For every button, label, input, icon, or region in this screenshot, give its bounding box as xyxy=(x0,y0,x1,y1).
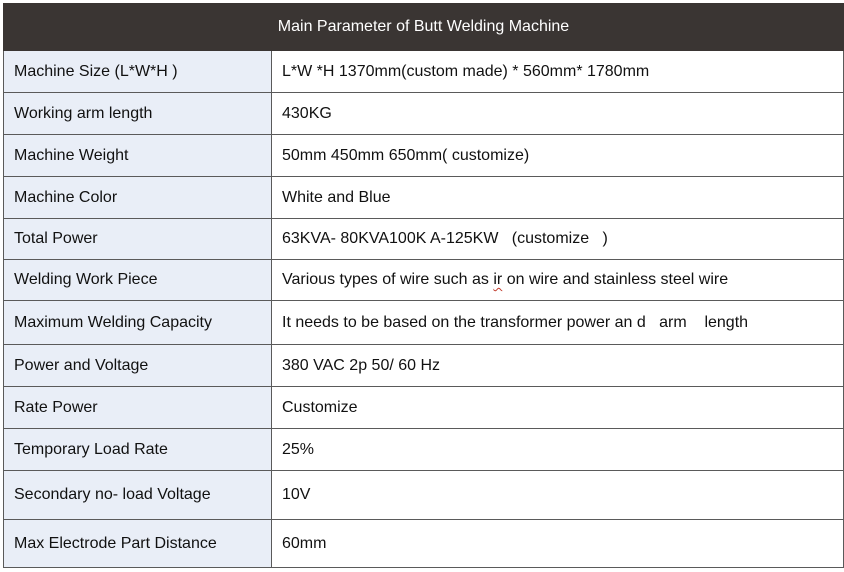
table-title: Main Parameter of Butt Welding Machine xyxy=(3,3,844,51)
table-row: Max Electrode Part Distance 60mm xyxy=(3,519,844,568)
value-text-part: on wire and stainless steel wire xyxy=(502,271,729,288)
row-value: 60mm xyxy=(271,519,844,568)
row-value: White and Blue xyxy=(271,176,844,219)
table-row: Machine Size (L*W*H ) L*W *H 1370mm(cust… xyxy=(3,50,844,93)
table-row: Total Power 63KVA- 80KVA100K A-125KW (cu… xyxy=(3,218,844,260)
row-label: Maximum Welding Capacity xyxy=(3,300,272,345)
table-row: Machine Color White and Blue xyxy=(3,176,844,219)
row-value: Customize xyxy=(271,386,844,429)
spellcheck-underlined-text: ir xyxy=(493,271,503,288)
row-value: 63KVA- 80KVA100K A-125KW (customize ) xyxy=(271,218,844,260)
row-value: 430KG xyxy=(271,92,844,135)
row-label: Welding Work Piece xyxy=(3,259,272,301)
row-label: Max Electrode Part Distance xyxy=(3,519,272,568)
row-value: Various types of wire such as ir on wire… xyxy=(271,259,844,301)
row-value: 50mm 450mm 650mm( customize) xyxy=(271,134,844,177)
row-value: 380 VAC 2p 50/ 60 Hz xyxy=(271,344,844,387)
table-row: Welding Work Piece Various types of wire… xyxy=(3,259,844,301)
row-label: Secondary no- load Voltage xyxy=(3,470,272,520)
row-label: Working arm length xyxy=(3,92,272,135)
row-label: Machine Weight xyxy=(3,134,272,177)
row-label: Total Power xyxy=(3,218,272,260)
row-label: Rate Power xyxy=(3,386,272,429)
table-row: Machine Weight 50mm 450mm 650mm( customi… xyxy=(3,134,844,177)
row-value: 10V xyxy=(271,470,844,520)
row-value: 25% xyxy=(271,428,844,471)
row-value: It needs to be based on the transformer … xyxy=(271,300,844,345)
table-row: Temporary Load Rate 25% xyxy=(3,428,844,471)
table-row: Rate Power Customize xyxy=(3,386,844,429)
row-label: Power and Voltage xyxy=(3,344,272,387)
parameter-table: Main Parameter of Butt Welding Machine M… xyxy=(3,3,844,568)
row-label: Machine Size (L*W*H ) xyxy=(3,50,272,93)
row-value: L*W *H 1370mm(custom made) * 560mm* 1780… xyxy=(271,50,844,93)
row-label: Machine Color xyxy=(3,176,272,219)
table-row: Secondary no- load Voltage 10V xyxy=(3,470,844,520)
table-row: Power and Voltage 380 VAC 2p 50/ 60 Hz xyxy=(3,344,844,387)
table-row: Maximum Welding Capacity It needs to be … xyxy=(3,300,844,345)
row-label: Temporary Load Rate xyxy=(3,428,272,471)
table-title-row: Main Parameter of Butt Welding Machine xyxy=(3,3,844,51)
value-text-part: Various types of wire such as xyxy=(282,271,494,288)
table-row: Working arm length 430KG xyxy=(3,92,844,135)
